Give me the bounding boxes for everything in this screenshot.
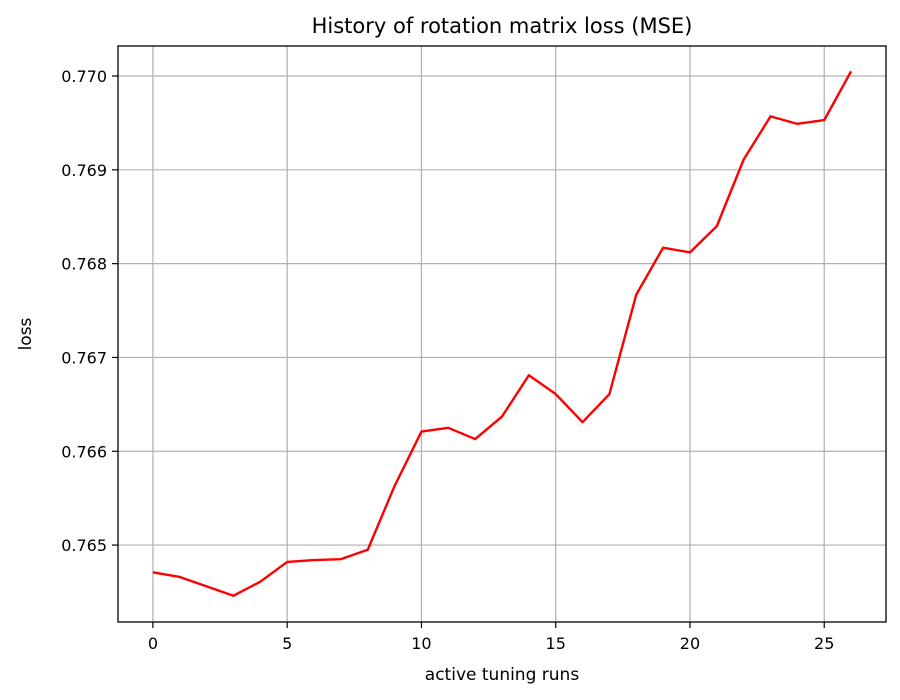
x-tick-label: 0 <box>148 634 158 653</box>
grid <box>118 46 886 622</box>
ticks: 0 5 10 15 20 25 0.765 0.766 0.767 0.768 0.769 0.770 <box>61 67 834 653</box>
x-tick-label: 5 <box>282 634 292 653</box>
chart-title: History of rotation matrix loss (MSE) <box>312 14 693 38</box>
y-tick-label: 0.767 <box>61 348 107 367</box>
x-tick-label: 10 <box>411 634 431 653</box>
y-tick-label: 0.765 <box>61 536 107 555</box>
y-tick-label: 0.766 <box>61 442 107 461</box>
series-line <box>152 70 853 597</box>
x-tick-label: 15 <box>546 634 566 653</box>
y-tick-label: 0.769 <box>61 161 107 180</box>
x-tick-label: 25 <box>814 634 834 653</box>
x-tick-label: 20 <box>680 634 700 653</box>
x-axis-label: active tuning runs <box>425 665 580 685</box>
plot-frame <box>117 45 887 623</box>
series-layer <box>152 70 853 597</box>
y-tick-label: 0.770 <box>61 67 107 86</box>
y-axis-label: loss <box>16 317 36 350</box>
y-tick-label: 0.768 <box>61 255 107 274</box>
